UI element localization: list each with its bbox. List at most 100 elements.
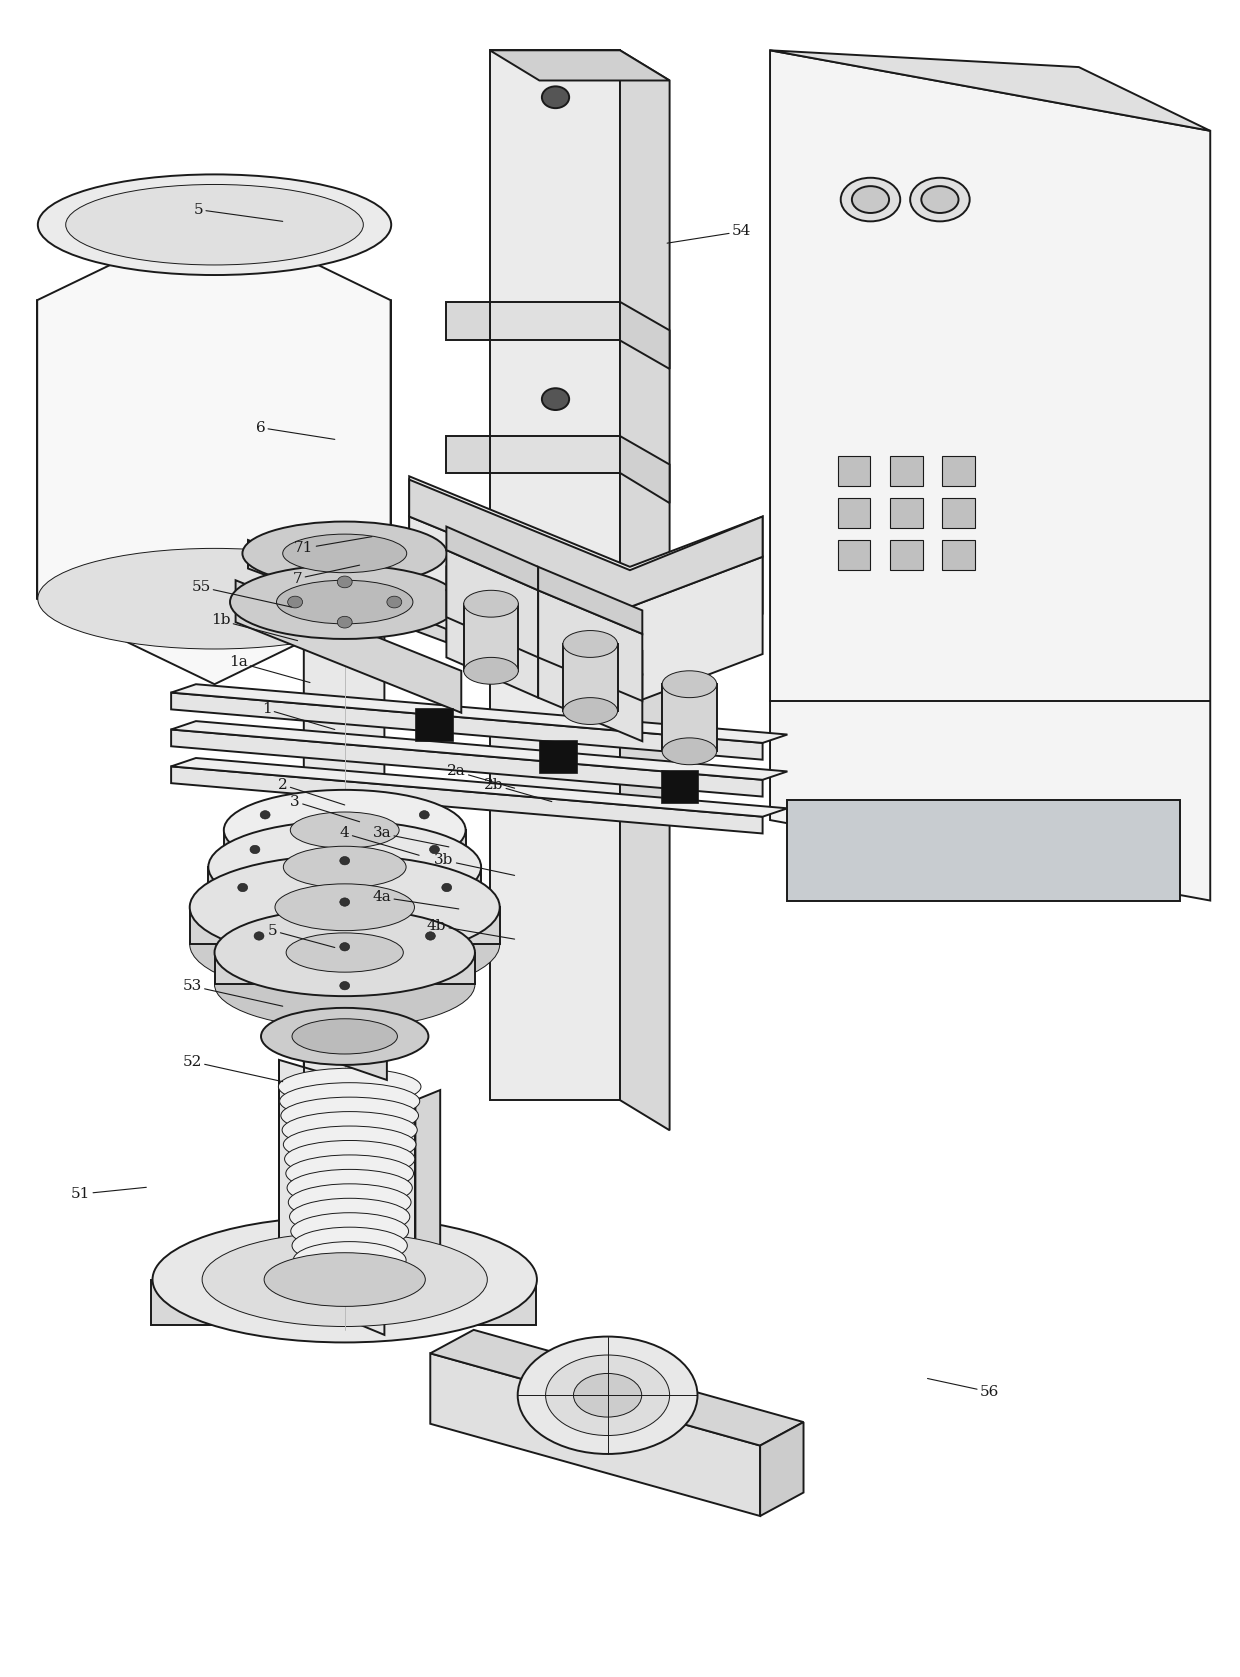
Ellipse shape bbox=[275, 884, 414, 931]
Ellipse shape bbox=[231, 565, 459, 639]
Text: 51: 51 bbox=[71, 1187, 146, 1201]
Ellipse shape bbox=[278, 1068, 422, 1105]
Ellipse shape bbox=[208, 822, 481, 912]
Polygon shape bbox=[538, 607, 642, 674]
Ellipse shape bbox=[243, 522, 448, 585]
Ellipse shape bbox=[662, 671, 717, 698]
Text: 55: 55 bbox=[191, 580, 291, 607]
FancyBboxPatch shape bbox=[890, 498, 923, 528]
Text: 5: 5 bbox=[268, 924, 335, 948]
Ellipse shape bbox=[281, 1112, 417, 1149]
Ellipse shape bbox=[202, 1233, 487, 1327]
Text: 56: 56 bbox=[928, 1378, 999, 1399]
Polygon shape bbox=[539, 740, 577, 773]
Ellipse shape bbox=[283, 533, 407, 572]
Ellipse shape bbox=[288, 1184, 410, 1221]
Ellipse shape bbox=[546, 1355, 670, 1436]
Polygon shape bbox=[304, 1021, 387, 1080]
Ellipse shape bbox=[190, 855, 500, 959]
Ellipse shape bbox=[340, 942, 350, 951]
Polygon shape bbox=[760, 1422, 804, 1516]
Ellipse shape bbox=[250, 845, 260, 854]
Ellipse shape bbox=[563, 698, 618, 724]
Text: 52: 52 bbox=[182, 1055, 283, 1082]
Polygon shape bbox=[662, 684, 717, 751]
Ellipse shape bbox=[208, 855, 481, 946]
Polygon shape bbox=[171, 684, 787, 743]
Polygon shape bbox=[538, 590, 642, 701]
Ellipse shape bbox=[429, 845, 439, 854]
Text: 3b: 3b bbox=[434, 854, 515, 875]
Ellipse shape bbox=[264, 1253, 425, 1306]
Ellipse shape bbox=[279, 1083, 419, 1120]
Polygon shape bbox=[224, 830, 466, 860]
Polygon shape bbox=[770, 50, 1210, 131]
Text: 4b: 4b bbox=[427, 919, 515, 939]
Text: 2: 2 bbox=[278, 778, 345, 805]
Ellipse shape bbox=[290, 1212, 408, 1249]
Ellipse shape bbox=[852, 186, 889, 213]
Ellipse shape bbox=[280, 1097, 418, 1134]
Polygon shape bbox=[409, 517, 763, 704]
Ellipse shape bbox=[66, 184, 363, 265]
Polygon shape bbox=[490, 302, 620, 340]
Ellipse shape bbox=[288, 595, 303, 607]
Polygon shape bbox=[415, 708, 453, 741]
Polygon shape bbox=[490, 436, 620, 473]
Text: 4: 4 bbox=[340, 827, 419, 855]
FancyBboxPatch shape bbox=[838, 498, 870, 528]
Polygon shape bbox=[171, 766, 763, 833]
Polygon shape bbox=[446, 436, 490, 473]
Polygon shape bbox=[236, 580, 461, 713]
Ellipse shape bbox=[441, 884, 451, 892]
Ellipse shape bbox=[542, 389, 569, 411]
FancyBboxPatch shape bbox=[838, 540, 870, 570]
Text: 5: 5 bbox=[193, 203, 283, 221]
Ellipse shape bbox=[285, 1155, 413, 1192]
Ellipse shape bbox=[286, 932, 403, 973]
Ellipse shape bbox=[340, 981, 350, 989]
Ellipse shape bbox=[518, 1337, 697, 1454]
Polygon shape bbox=[661, 770, 698, 803]
FancyBboxPatch shape bbox=[942, 456, 975, 486]
Polygon shape bbox=[37, 215, 391, 684]
Ellipse shape bbox=[224, 790, 466, 870]
Ellipse shape bbox=[464, 657, 518, 684]
Ellipse shape bbox=[425, 932, 435, 941]
FancyBboxPatch shape bbox=[942, 498, 975, 528]
Ellipse shape bbox=[254, 932, 264, 941]
Text: 4a: 4a bbox=[372, 890, 459, 909]
Polygon shape bbox=[446, 567, 538, 631]
Ellipse shape bbox=[573, 1373, 642, 1417]
Polygon shape bbox=[279, 1060, 415, 1308]
Polygon shape bbox=[171, 693, 763, 760]
Ellipse shape bbox=[286, 1169, 412, 1206]
Text: 3: 3 bbox=[290, 795, 360, 822]
Polygon shape bbox=[409, 476, 763, 664]
Text: 6: 6 bbox=[255, 421, 335, 439]
Polygon shape bbox=[208, 867, 481, 901]
Ellipse shape bbox=[224, 820, 466, 901]
Ellipse shape bbox=[238, 884, 248, 892]
Ellipse shape bbox=[290, 812, 399, 849]
Ellipse shape bbox=[293, 1241, 405, 1278]
Ellipse shape bbox=[37, 548, 392, 649]
Polygon shape bbox=[415, 1090, 440, 1308]
Polygon shape bbox=[430, 1353, 760, 1516]
Polygon shape bbox=[171, 758, 787, 817]
Text: 1a: 1a bbox=[228, 656, 310, 683]
FancyBboxPatch shape bbox=[890, 540, 923, 570]
Ellipse shape bbox=[340, 897, 350, 906]
Polygon shape bbox=[446, 302, 490, 340]
Text: 2b: 2b bbox=[484, 778, 552, 802]
Ellipse shape bbox=[921, 186, 959, 213]
Text: 71: 71 bbox=[294, 537, 372, 555]
Polygon shape bbox=[620, 436, 670, 503]
Polygon shape bbox=[620, 302, 670, 369]
Text: 7: 7 bbox=[293, 565, 360, 585]
Ellipse shape bbox=[283, 1125, 415, 1162]
Polygon shape bbox=[190, 907, 500, 944]
Polygon shape bbox=[171, 721, 787, 780]
Ellipse shape bbox=[260, 810, 270, 818]
Ellipse shape bbox=[910, 178, 970, 221]
